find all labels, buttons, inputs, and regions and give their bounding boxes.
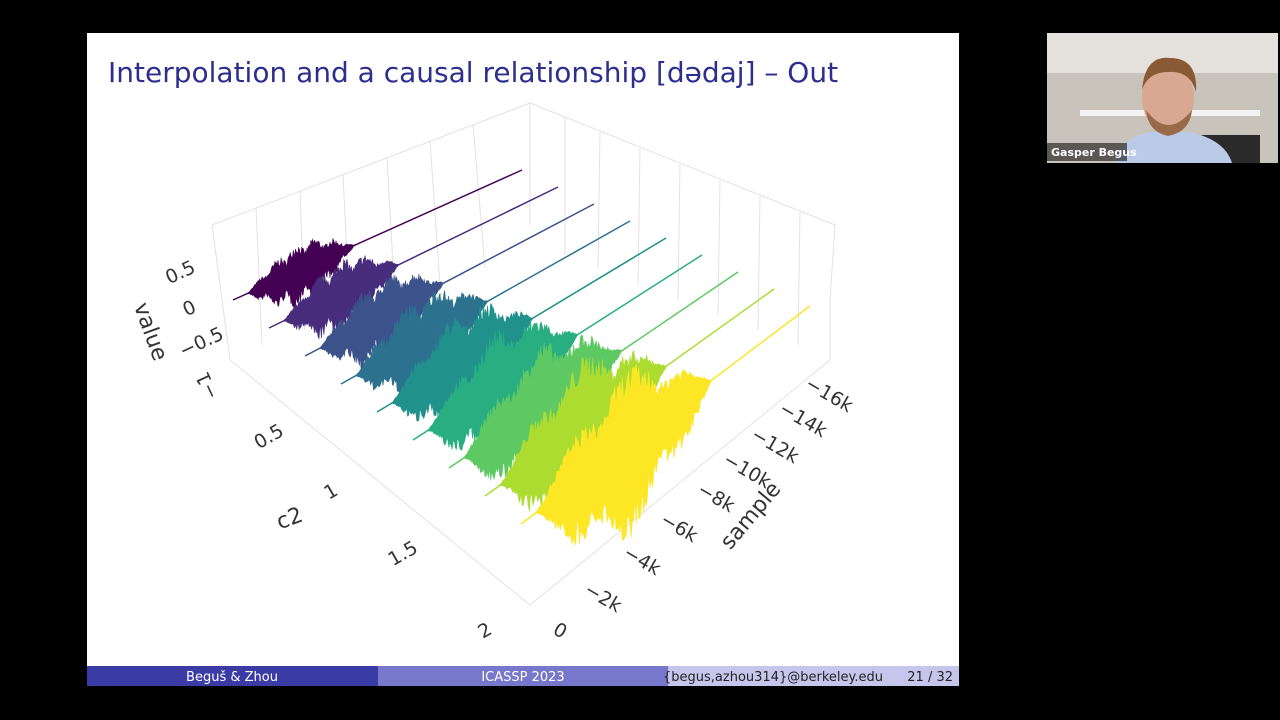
waveform <box>246 237 355 309</box>
video-hair <box>1142 57 1197 92</box>
footer-page: 21 / 32 <box>907 670 953 685</box>
video-tile: Gasper Begus <box>1047 33 1278 163</box>
slide: Interpolation and a causal relationship … <box>87 33 959 686</box>
waveforms <box>232 169 811 546</box>
waveform <box>390 302 534 434</box>
slide-title: Interpolation and a causal relationship … <box>108 56 838 89</box>
footer-left <box>87 666 378 686</box>
video-shirt <box>1115 132 1232 163</box>
footer-email: {begus,azhou314}@berkeley.edu <box>663 670 883 685</box>
footer-middle <box>378 666 668 686</box>
waveform <box>535 364 713 546</box>
video-name-bg <box>1047 143 1127 161</box>
footer-conference: ICASSP 2023 <box>481 670 564 685</box>
video-beard <box>1146 110 1192 136</box>
footer-authors: Beguš & Zhou <box>186 670 278 685</box>
video-name: Gasper Begus <box>1051 146 1137 159</box>
video-face <box>1142 64 1194 132</box>
waveform <box>318 273 445 372</box>
footer-right <box>668 666 959 686</box>
footer: Beguš & Zhou ICASSP 2023 {begus,azhou314… <box>87 666 959 686</box>
waveform <box>282 255 400 340</box>
